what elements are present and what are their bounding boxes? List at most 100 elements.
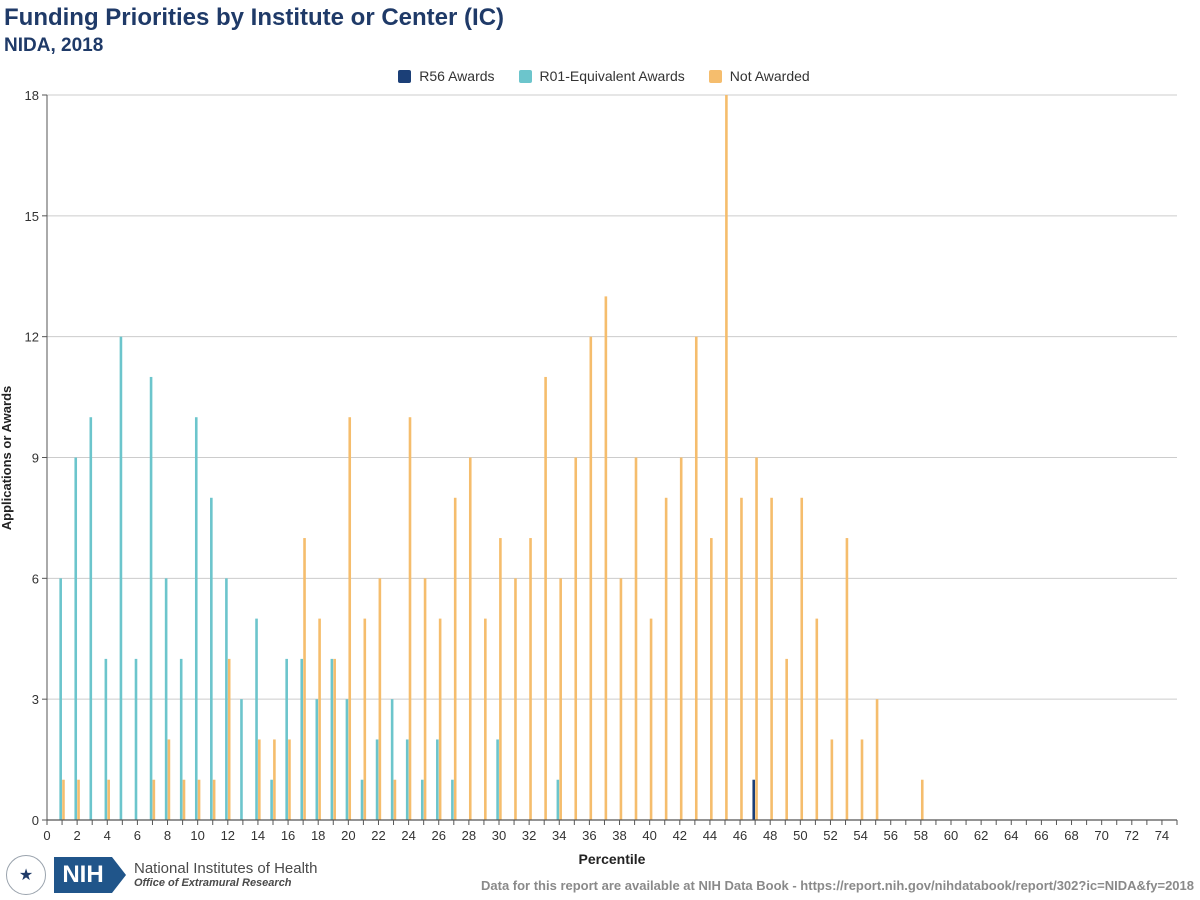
bar-r01-equivalent-awards <box>496 739 499 820</box>
y-tick-label: 0 <box>32 813 39 828</box>
bar-r01-equivalent-awards <box>194 417 198 820</box>
x-tick-label: 24 <box>401 828 415 843</box>
legend-swatch-not-awarded <box>708 69 722 83</box>
legend-swatch-r01 <box>518 69 532 83</box>
bar-r01-equivalent-awards <box>119 336 123 820</box>
bar-not-awarded <box>468 457 472 820</box>
y-tick-label: 15 <box>25 209 39 224</box>
bar-r01-equivalent-awards <box>360 779 364 820</box>
hhs-seal-icon: ★ <box>6 855 46 895</box>
bar-not-awarded <box>920 779 924 820</box>
bar-not-awarded <box>544 376 547 820</box>
x-tick-label: 18 <box>311 828 325 843</box>
x-tick-label: 10 <box>190 828 204 843</box>
y-tick-label: 18 <box>25 88 39 103</box>
bar-not-awarded <box>830 739 834 820</box>
x-tick-label: 48 <box>763 828 777 843</box>
bar-not-awarded <box>152 779 156 820</box>
bar-not-awarded <box>845 538 849 820</box>
x-tick-label: 70 <box>1094 828 1108 843</box>
x-tick-label: 58 <box>914 828 928 843</box>
x-tick-label: 14 <box>251 828 265 843</box>
y-tick-label: 6 <box>32 571 39 586</box>
bar-layer <box>59 95 924 820</box>
bar-not-awarded <box>499 538 502 820</box>
bar-r01-equivalent-awards <box>225 578 228 820</box>
bar-not-awarded <box>559 578 562 820</box>
bar-r01-equivalent-awards <box>285 658 288 820</box>
x-axis-label: Percentile <box>579 851 646 867</box>
org-name: National Institutes of Health <box>134 859 318 877</box>
bar-not-awarded <box>755 457 758 820</box>
bar-not-awarded <box>770 497 773 820</box>
bar-r01-equivalent-awards <box>240 699 243 820</box>
x-tick-label: 34 <box>552 828 566 843</box>
bar-not-awarded <box>303 538 306 820</box>
x-tick-label: 32 <box>522 828 536 843</box>
bar-not-awarded <box>710 538 713 820</box>
bar-r01-equivalent-awards <box>134 658 138 820</box>
org-block: National Institutes of Health Office of … <box>134 859 318 890</box>
bar-not-awarded <box>604 296 608 820</box>
x-tick-label: 68 <box>1064 828 1078 843</box>
x-tick-label: 30 <box>492 828 506 843</box>
x-tick-label: 22 <box>371 828 385 843</box>
bar-not-awarded <box>785 658 788 820</box>
x-tick-label: 50 <box>793 828 807 843</box>
legend-swatch-r56 <box>398 69 412 83</box>
bar-r01-equivalent-awards <box>104 658 108 820</box>
x-tick-label: 8 <box>164 828 171 843</box>
x-tick-label: 26 <box>431 828 445 843</box>
bar-r01-equivalent-awards <box>375 739 379 820</box>
x-tick-label: 44 <box>703 828 717 843</box>
org-office: Office of Extramural Research <box>134 877 292 890</box>
x-tick-label: 62 <box>974 828 988 843</box>
bar-not-awarded <box>875 699 879 820</box>
bar-not-awarded <box>258 739 261 820</box>
bar-not-awarded <box>574 457 578 820</box>
bar-r01-equivalent-awards <box>59 578 62 820</box>
bar-not-awarded <box>318 618 321 820</box>
bar-not-awarded <box>212 779 216 820</box>
bar-not-awarded <box>649 618 653 820</box>
bar-r01-equivalent-awards <box>405 739 409 820</box>
bar-r01-equivalent-awards <box>390 699 394 820</box>
bar-r01-equivalent-awards <box>74 457 78 820</box>
chart-title: Funding Priorities by Institute or Cente… <box>4 4 505 31</box>
bar-not-awarded <box>408 417 412 820</box>
legend-item-not-awarded[interactable]: Not Awarded <box>708 68 810 84</box>
bar-not-awarded <box>800 497 804 820</box>
source-note: Data for this report are available at NI… <box>481 878 1194 893</box>
bar-not-awarded <box>664 497 668 820</box>
legend-label-r01: R01-Equivalent Awards <box>539 68 685 84</box>
legend-item-r01[interactable]: R01-Equivalent Awards <box>518 68 685 84</box>
legend-item-r56[interactable]: R56 Awards <box>398 68 495 84</box>
x-tick-label: 74 <box>1155 828 1169 843</box>
bar-r01-equivalent-awards <box>451 779 454 820</box>
x-tick-label: 20 <box>341 828 355 843</box>
bar-not-awarded <box>484 618 487 820</box>
bar-r01-equivalent-awards <box>164 578 168 820</box>
x-tick-label: 2 <box>74 828 81 843</box>
bar-not-awarded <box>363 618 367 820</box>
bar-not-awarded <box>619 578 623 820</box>
x-tick-label: 6 <box>134 828 141 843</box>
bar-r01-equivalent-awards <box>345 699 349 820</box>
bar-not-awarded <box>740 497 743 820</box>
nih-logo: ★ NIH National Institutes of Health Offi… <box>6 855 317 895</box>
bar-not-awarded <box>453 497 457 820</box>
x-tick-label: 16 <box>281 828 295 843</box>
bar-r01-equivalent-awards <box>255 618 258 820</box>
chart-legend: R56 Awards R01-Equivalent Awards Not Awa… <box>0 68 1200 84</box>
bar-r01-equivalent-awards <box>149 376 153 820</box>
bar-not-awarded <box>378 578 382 820</box>
bar-not-awarded <box>725 95 728 820</box>
bar-not-awarded <box>167 739 171 820</box>
bar-not-awarded <box>589 336 593 820</box>
bar-r01-equivalent-awards <box>179 658 183 820</box>
bar-not-awarded <box>679 457 683 820</box>
nih-logo-mark: NIH <box>54 857 126 893</box>
bar-r01-equivalent-awards <box>315 699 319 820</box>
x-tick-label: 60 <box>944 828 958 843</box>
